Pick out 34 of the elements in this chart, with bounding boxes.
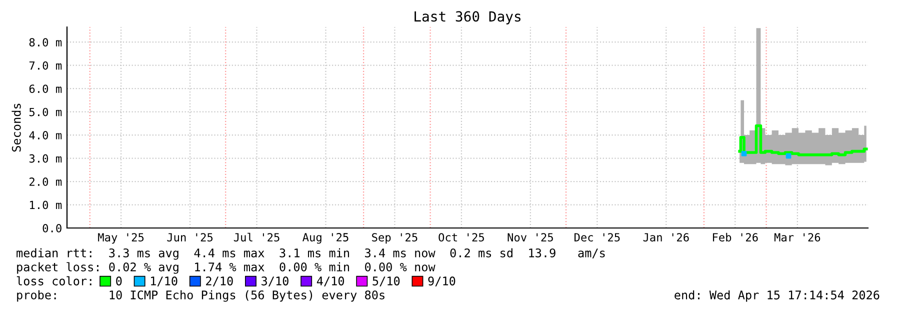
text: probe: 10 ICMP Echo Pings (56 Bytes) every 80s bbox=[17, 290, 384, 302]
legend-label: 2/10 bbox=[206, 276, 233, 286]
legend-label: 9/10 bbox=[428, 276, 456, 286]
text: end: Wed Apr 15 17:14:54 2026 bbox=[674, 290, 880, 302]
legend-label: 0 bbox=[116, 276, 122, 286]
legend-label: 5/10 bbox=[372, 276, 400, 286]
x-tick-label: Jul '25 bbox=[234, 232, 280, 242]
x-tick-label: Feb '26 bbox=[712, 232, 758, 242]
x-tick-label: Nov '25 bbox=[508, 233, 553, 242]
legend-label: 1/10 bbox=[151, 276, 178, 286]
y-tick-label: 8.0 m bbox=[29, 38, 62, 47]
chart-title: Last 360 Days bbox=[414, 11, 520, 24]
text: median rtt: 3.3 ms avg 4.4 ms max 3.1 ms min 3.4 ms now 0.2 ms sd 13.9 am/s bbox=[16, 248, 605, 260]
y-tick-label: 2.0 m bbox=[30, 178, 62, 186]
y-tick-label: 6.0 m bbox=[29, 84, 62, 93]
x-tick-label: Jan '26 bbox=[643, 233, 689, 242]
y-tick-label: 7.0 m bbox=[29, 61, 62, 70]
y-tick-label: 1.0 m bbox=[30, 200, 62, 210]
x-tick-label: Aug '25 bbox=[302, 233, 348, 244]
legend-label: 3/10 bbox=[262, 276, 288, 286]
y-tick-label: 4.0 m bbox=[29, 131, 62, 140]
legend-title: loss color: bbox=[16, 276, 92, 286]
x-tick-label: Jun '25 bbox=[167, 233, 213, 242]
y-tick-label: 0.0 bbox=[42, 224, 62, 232]
x-tick-label: May '25 bbox=[98, 233, 144, 244]
x-tick-label: Dec '25 bbox=[574, 233, 620, 242]
x-tick-label: Sep '25 bbox=[372, 233, 418, 244]
legend-label: 4/10 bbox=[316, 276, 344, 286]
text: packet loss: 0.02 % avg 1.74 % max 0.00 % min 0.00 % now bbox=[17, 262, 436, 274]
y-tick-label: 3.0 m bbox=[29, 154, 62, 163]
y-tick-label: 5.0 m bbox=[29, 108, 62, 116]
y-axis-title: Seconds bbox=[12, 104, 21, 152]
x-tick-label: Mar '26 bbox=[774, 233, 820, 242]
x-tick-label: Oct '25 bbox=[438, 233, 484, 242]
